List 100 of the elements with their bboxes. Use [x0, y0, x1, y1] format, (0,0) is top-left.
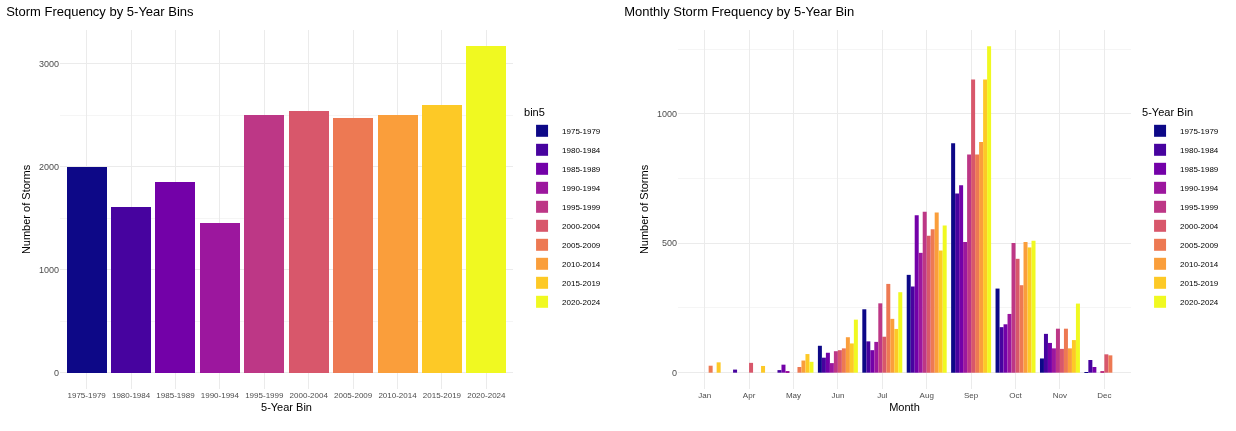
legend-label: 2010-2014 — [562, 259, 601, 269]
y-tick-label: 500 — [661, 238, 677, 249]
bar — [999, 327, 1004, 373]
bar — [942, 225, 947, 373]
bar — [1007, 313, 1012, 373]
bar — [1088, 360, 1093, 373]
bar — [1104, 354, 1109, 373]
bar — [906, 274, 911, 373]
bar — [733, 369, 738, 373]
legend-label: 2010-2014 — [1180, 259, 1219, 269]
bar — [971, 79, 976, 373]
bar — [1059, 348, 1064, 373]
x-tick-label: 2005-2009 — [333, 391, 373, 400]
x-tick-label: 1990-1994 — [200, 391, 240, 400]
legend-label: 1990-1994 — [1180, 183, 1219, 193]
legend-label: 2005-2009 — [562, 240, 601, 250]
chart-title: Storm Frequency by 5-Year Bins — [6, 3, 195, 19]
bar — [886, 283, 891, 373]
x-tick-label: 1995-1999 — [245, 391, 284, 400]
bar — [983, 79, 988, 373]
bar — [1092, 367, 1097, 373]
bar — [894, 328, 899, 373]
x-tick-label: Aug — [919, 391, 934, 400]
bar — [1019, 285, 1024, 373]
y-tick-label: 0 — [671, 367, 677, 378]
bar — [708, 365, 713, 373]
bar — [833, 351, 838, 373]
bar — [1039, 358, 1044, 373]
x-tick-label: Jul — [877, 391, 888, 400]
bar — [849, 343, 854, 373]
bar — [817, 345, 822, 373]
x-tick-label: 1985-1989 — [156, 391, 196, 400]
bar — [801, 360, 806, 373]
bar — [975, 154, 980, 373]
bar — [1067, 348, 1072, 373]
bar — [866, 341, 871, 373]
bar — [967, 154, 972, 373]
y-axis-title: Number of Storms — [19, 164, 32, 255]
x-axis-title: Month — [889, 401, 920, 414]
bar — [870, 350, 875, 373]
bar — [910, 286, 915, 373]
bar — [716, 362, 721, 373]
y-tick-label: 0 — [53, 367, 59, 378]
x-tick-label: 1980-1984 — [111, 391, 151, 400]
x-tick-label: Oct — [1009, 391, 1023, 400]
bar — [926, 235, 931, 373]
bar — [862, 309, 867, 373]
x-tick-label: 2000-2004 — [289, 391, 329, 400]
x-tick-label: Jun — [831, 391, 845, 400]
bar — [890, 318, 895, 373]
x-tick-label: Dec — [1097, 391, 1112, 400]
bar — [1063, 328, 1068, 373]
legend-title: bin5 — [524, 106, 545, 119]
bar — [987, 46, 992, 373]
legend-label: 1975-1979 — [1180, 126, 1219, 136]
x-tick-label: May — [785, 391, 802, 400]
bar — [1051, 348, 1056, 373]
bar — [1071, 340, 1076, 373]
bar — [825, 352, 830, 373]
bar — [845, 337, 850, 373]
legend-label: 1995-1999 — [562, 202, 601, 212]
bar — [878, 303, 883, 373]
bar — [761, 365, 766, 373]
bar — [934, 212, 939, 373]
legend-label: 2000-2004 — [562, 221, 601, 231]
legend-label: 2020-2024 — [1180, 297, 1219, 307]
bar — [914, 215, 919, 373]
bar — [797, 367, 802, 373]
y-tick-label: 1000 — [38, 264, 59, 275]
y-tick-label: 3000 — [38, 59, 59, 70]
bar — [882, 336, 887, 373]
bar — [821, 357, 826, 373]
bar — [951, 143, 956, 373]
x-tick-label: 2020-2024 — [467, 391, 507, 400]
bar — [1055, 328, 1060, 373]
bar — [1075, 303, 1080, 373]
bar — [959, 185, 964, 373]
bar — [1011, 243, 1016, 373]
legend-label: 1995-1999 — [1180, 202, 1219, 212]
legend-label: 2020-2024 — [562, 297, 601, 307]
x-axis-title: 5-Year Bin — [261, 401, 312, 414]
bar — [1027, 247, 1032, 373]
bar — [1015, 258, 1020, 373]
bar — [922, 211, 927, 373]
bar — [837, 350, 842, 373]
bar — [1023, 241, 1028, 373]
bar — [979, 142, 984, 373]
legend-label: 1975-1979 — [562, 126, 601, 136]
bar — [749, 362, 754, 373]
bar — [930, 229, 935, 373]
bar — [955, 193, 960, 373]
bar — [918, 252, 923, 373]
legend-label: 1980-1984 — [562, 145, 601, 155]
bar — [995, 288, 1000, 373]
bar — [853, 319, 858, 373]
chart-title: Monthly Storm Frequency by 5-Year Bin — [624, 3, 855, 19]
legend-label: 2000-2004 — [1180, 221, 1219, 231]
bar — [963, 241, 968, 373]
legend-label: 2015-2019 — [562, 278, 601, 288]
x-tick-label: 2015-2019 — [422, 391, 462, 400]
